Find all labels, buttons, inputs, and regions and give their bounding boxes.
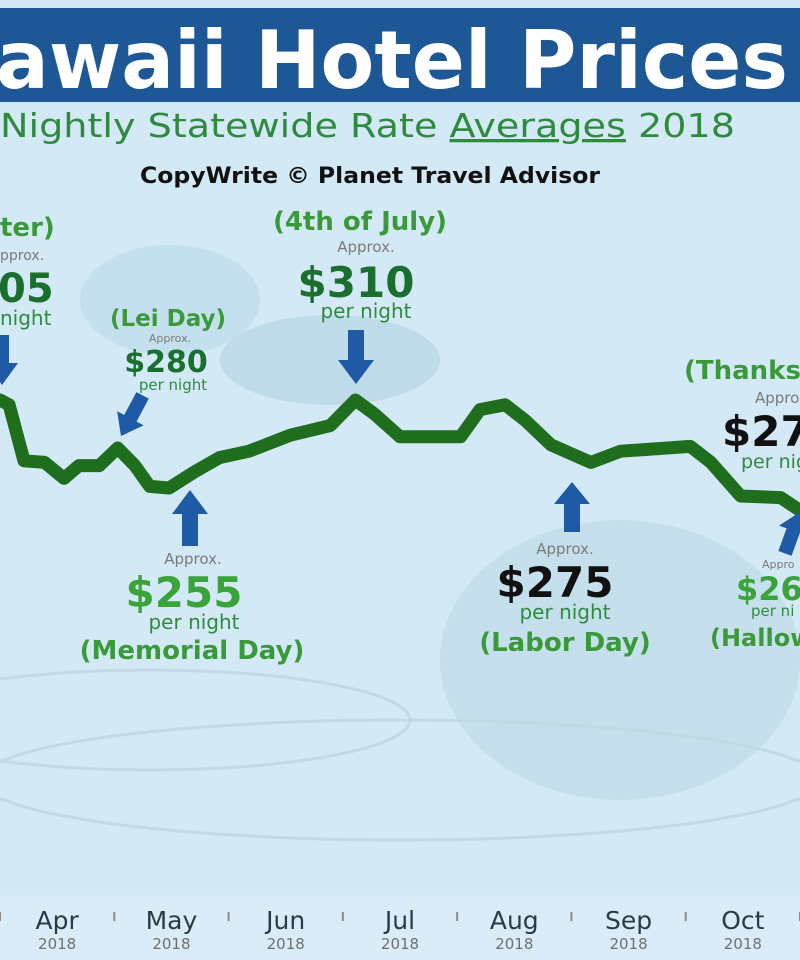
price-label: $310 bbox=[298, 258, 415, 307]
arrow bbox=[117, 392, 149, 436]
per-night-label: per night bbox=[148, 610, 239, 634]
event-label: (Hallow bbox=[710, 624, 800, 652]
per-night-label: per ni bbox=[751, 602, 794, 620]
x-tick-year: 2018 bbox=[609, 935, 647, 953]
x-tick-label: May bbox=[146, 906, 198, 935]
axis-band bbox=[0, 895, 800, 960]
price-label: $280 bbox=[124, 345, 208, 380]
x-tick-label: Jul bbox=[383, 906, 415, 935]
x-tick-label: Jun bbox=[264, 906, 305, 935]
price-label: $27 bbox=[722, 407, 800, 456]
subtitle-part: Averages bbox=[450, 106, 626, 145]
approx-label: pprox. bbox=[0, 248, 44, 264]
arrow bbox=[338, 330, 374, 384]
x-tick-year: 2018 bbox=[267, 935, 305, 953]
price-label: $275 bbox=[497, 558, 614, 607]
title: awaii Hotel Prices bbox=[0, 14, 788, 107]
island-shape bbox=[80, 245, 260, 355]
approx-label: Approx. bbox=[536, 540, 594, 558]
island-shape bbox=[440, 520, 800, 800]
approx-label: Approx. bbox=[337, 238, 395, 256]
per-night-label: per night bbox=[519, 600, 610, 624]
approx-label: Appro bbox=[755, 389, 799, 407]
subtitle-part: Nightly Statewide Rate bbox=[0, 106, 437, 145]
island-shape bbox=[220, 315, 440, 405]
per-night-label: per night bbox=[139, 376, 207, 394]
x-tick-year: 2018 bbox=[495, 935, 533, 953]
x-tick-year: 2018 bbox=[38, 935, 76, 953]
event-label: (Memorial Day) bbox=[80, 636, 305, 666]
price-label: $255 bbox=[126, 568, 243, 617]
event-label: (4th of July) bbox=[273, 207, 447, 237]
subtitle-part: 2018 bbox=[638, 106, 735, 145]
copyright: CopyWrite © Planet Travel Advisor bbox=[140, 164, 600, 189]
per-night-label: per nig bbox=[741, 451, 800, 473]
price-label: 05 bbox=[0, 266, 54, 312]
arrow bbox=[172, 490, 208, 546]
event-label: (Thanksg bbox=[684, 356, 800, 386]
approx-label: Approx. bbox=[164, 550, 222, 568]
x-tick-label: Aug bbox=[490, 906, 539, 935]
arrow bbox=[778, 512, 800, 556]
price-label: $26 bbox=[736, 570, 800, 608]
x-tick-label: Oct bbox=[721, 906, 764, 935]
approx-label: Appro bbox=[762, 558, 795, 571]
arrow bbox=[0, 335, 18, 385]
event-label: ter) bbox=[0, 213, 55, 243]
event-label: (Lei Day) bbox=[110, 306, 226, 332]
x-tick-year: 2018 bbox=[152, 935, 190, 953]
per-night-label: per night bbox=[320, 299, 411, 323]
event-label: (Labor Day) bbox=[479, 628, 651, 658]
x-tick-year: 2018 bbox=[724, 935, 762, 953]
price-line bbox=[0, 393, 800, 517]
wave-line bbox=[0, 718, 800, 842]
arrow bbox=[554, 482, 590, 532]
wave-line bbox=[0, 668, 412, 772]
subtitle: Nightly Statewide Rate Averages 2018 bbox=[0, 106, 735, 145]
approx-label: Approx. bbox=[149, 332, 191, 345]
x-tick-year: 2018 bbox=[381, 935, 419, 953]
x-tick-label: Apr bbox=[36, 906, 80, 935]
x-tick-label: Sep bbox=[605, 906, 652, 935]
title-banner bbox=[0, 8, 800, 102]
per-night-label: night bbox=[0, 306, 52, 330]
